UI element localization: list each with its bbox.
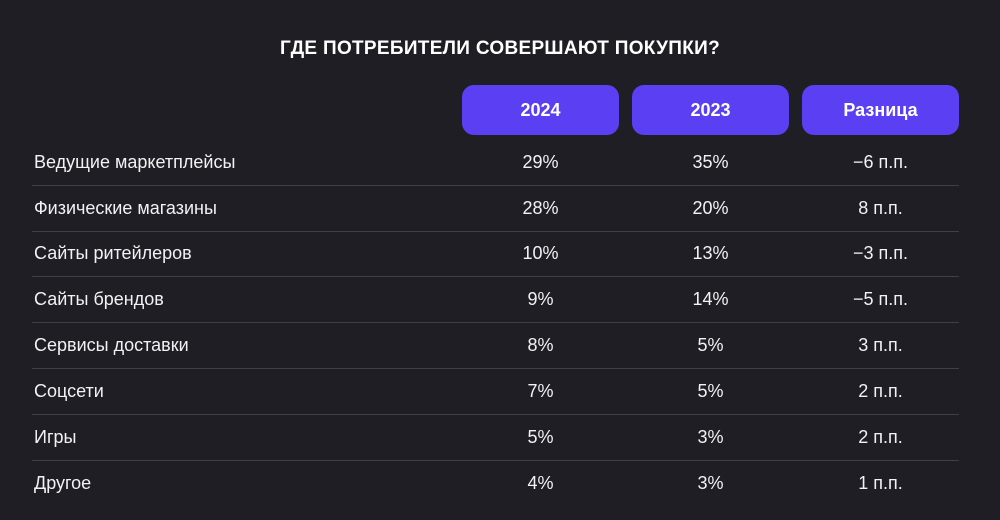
table-row: Физические магазины 28% 20% 8 п.п.: [32, 186, 959, 232]
row-label: Другое: [34, 472, 92, 493]
row-label: Сервисы доставки: [34, 335, 189, 356]
row-label: Игры: [34, 426, 77, 447]
value-2023: 13%: [692, 243, 729, 264]
column-header-difference: Разница: [802, 85, 959, 135]
value-difference: 1 п.п.: [858, 472, 903, 493]
chart-title: ГДЕ ПОТРЕБИТЕЛИ СОВЕРШАЮТ ПОКУПКИ?: [280, 38, 720, 59]
value-difference: 2 п.п.: [858, 380, 903, 401]
value-2024: 7%: [527, 380, 554, 401]
value-2024: 5%: [527, 426, 554, 447]
value-2024: 9%: [527, 289, 554, 310]
value-2023: 5%: [697, 380, 724, 401]
value-2024: 29%: [522, 151, 559, 172]
value-difference: −6 п.п.: [852, 151, 909, 172]
table-body: Ведущие маркетплейсы 29% 35% −6 п.п. Физ…: [32, 140, 959, 506]
table-row: Другое 4% 3% 1 п.п.: [32, 461, 959, 507]
value-difference: −3 п.п.: [852, 243, 909, 264]
value-difference: 8 п.п.: [858, 197, 903, 218]
table-row: Сайты ритейлеров 10% 13% −3 п.п.: [32, 232, 959, 278]
value-2023: 14%: [692, 289, 729, 310]
table-row: Ведущие маркетплейсы 29% 35% −6 п.п.: [32, 140, 959, 186]
table-row: Сайты брендов 9% 14% −5 п.п.: [32, 277, 959, 324]
value-2023: 20%: [692, 197, 729, 218]
value-difference: 3 п.п.: [858, 335, 903, 356]
value-2024: 4%: [527, 472, 554, 493]
value-2024: 10%: [522, 243, 559, 264]
value-2023: 3%: [697, 472, 724, 493]
value-difference: −5 п.п.: [852, 289, 909, 310]
value-2023: 35%: [692, 151, 729, 172]
table-row: Игры 5% 3% 2 п.п.: [32, 415, 959, 461]
value-2023: 3%: [697, 426, 724, 447]
table-row: Сервисы доставки 8% 5% 3 п.п.: [32, 323, 959, 369]
row-label: Сайты брендов: [34, 289, 164, 310]
row-label: Сайты ритейлеров: [34, 243, 192, 264]
value-2024: 28%: [522, 197, 559, 218]
row-label: Физические магазины: [34, 197, 217, 218]
value-2024: 8%: [527, 335, 554, 356]
column-header-2023: 2023: [632, 85, 789, 135]
row-label: Ведущие маркетплейсы: [34, 151, 236, 172]
table-row: Соцсети 7% 5% 2 п.п.: [32, 369, 959, 415]
value-2023: 5%: [697, 335, 724, 356]
value-difference: 2 п.п.: [858, 426, 903, 447]
row-label: Соцсети: [34, 380, 104, 401]
column-header-2024: 2024: [462, 85, 619, 135]
